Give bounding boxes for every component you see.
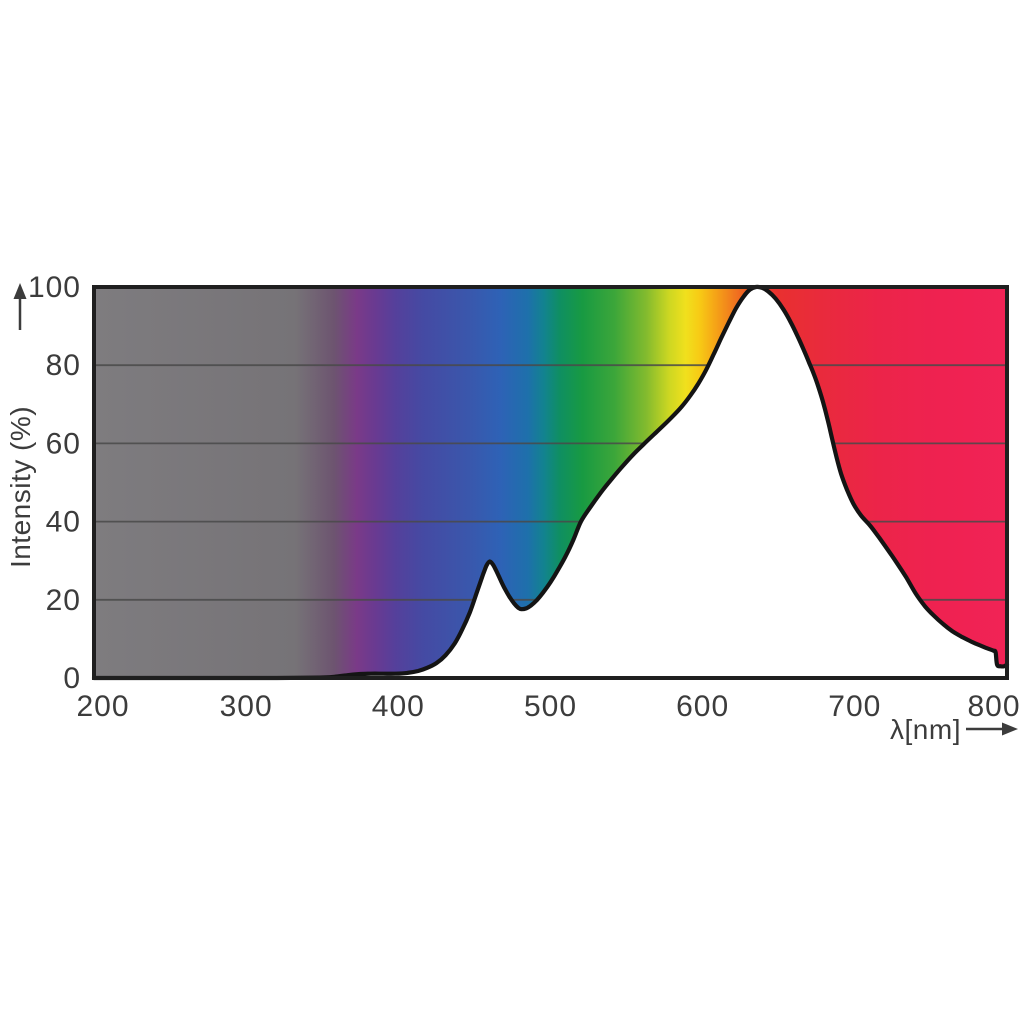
- plot-frame: [92, 285, 1009, 680]
- y-tick-label-100: 100: [28, 271, 81, 304]
- x-axis-tick-labels: 200 300 400 500 600 700 800: [76, 690, 1020, 723]
- under-curve-white-fill: [94, 286, 1007, 679]
- x-tick-label-700: 700: [828, 690, 881, 723]
- x-tick-label-600: 600: [676, 690, 729, 723]
- y-tick-label-40: 40: [46, 506, 81, 539]
- y-tick-label-60: 60: [46, 427, 81, 460]
- x-tick-label-300: 300: [220, 690, 273, 723]
- x-tick-label-400: 400: [372, 690, 425, 723]
- y-tick-label-20: 20: [46, 584, 81, 617]
- y-tick-label-80: 80: [46, 349, 81, 382]
- y-axis-arrow-icon: [13, 283, 27, 330]
- x-axis-title: λ[nm]: [890, 714, 961, 745]
- y-axis-tick-labels: 0 20 40 60 80 100: [28, 271, 81, 695]
- plot-area: [91, 284, 1010, 681]
- x-axis-arrow-icon: [966, 722, 1018, 736]
- y-axis-title: Intensity (%): [5, 406, 36, 568]
- y-tick-label-0: 0: [63, 662, 81, 695]
- x-tick-label-500: 500: [524, 690, 577, 723]
- spd-curve: [91, 284, 1010, 681]
- x-tick-label-200: 200: [76, 690, 129, 723]
- x-tick-label-800: 800: [967, 690, 1020, 723]
